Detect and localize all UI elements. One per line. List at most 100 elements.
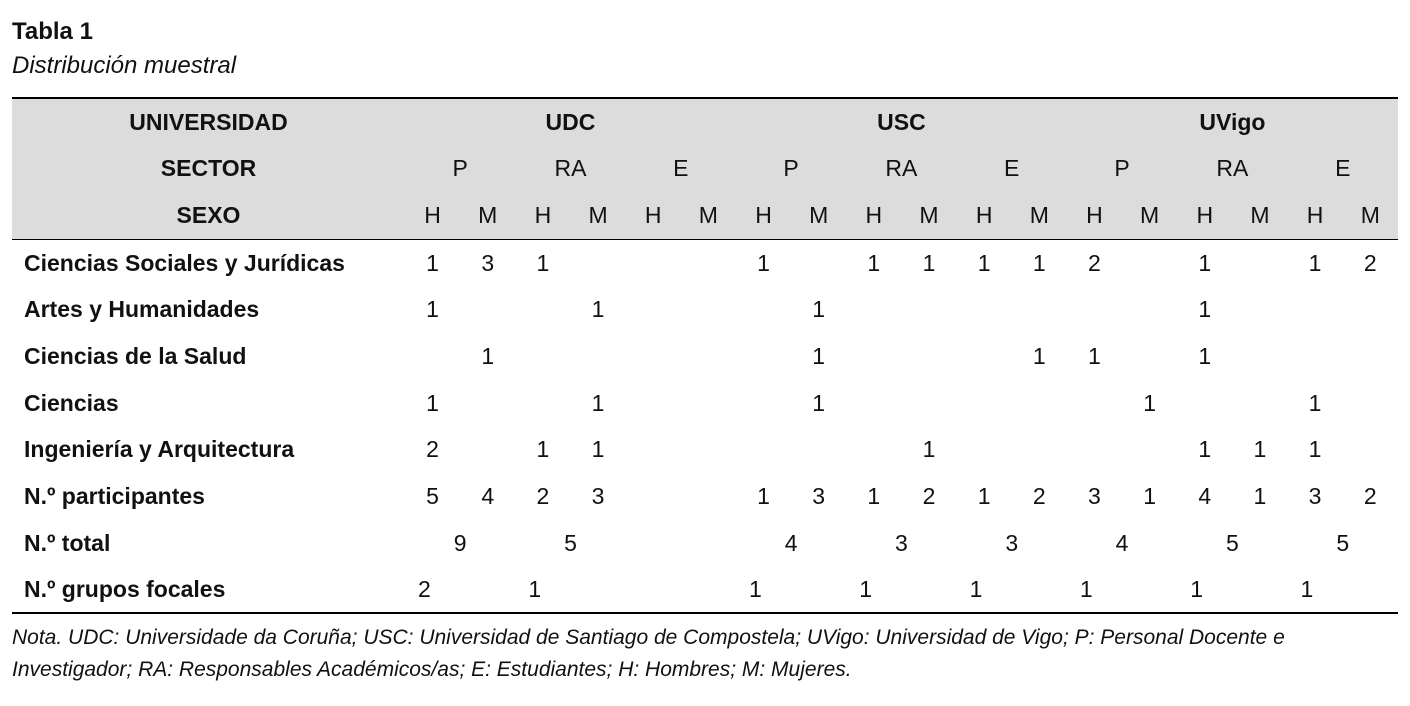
cell [846, 380, 901, 427]
cell: 4 [1198, 483, 1212, 510]
cell: 1 [426, 389, 439, 416]
cell [681, 333, 736, 380]
cell: UVigo [1199, 108, 1266, 135]
row-label: UNIVERSIDAD [129, 108, 288, 135]
cell [1122, 333, 1177, 380]
cell: RA [885, 155, 918, 182]
cell: M [1342, 192, 1398, 241]
table-subtitle: Distribución muestral [12, 52, 237, 79]
body-row: Ciencias Sociales y Jurídicas 1 3 1 1 1 1 1 1 2 1 1… [12, 240, 1398, 287]
cell: 3 [591, 483, 605, 510]
cell [515, 333, 570, 380]
cell [1177, 380, 1232, 427]
cell: 1 [757, 249, 770, 276]
cell: 2 [1032, 483, 1046, 510]
cell: 1 [859, 576, 873, 603]
cell: 2 [1363, 249, 1377, 276]
cell [460, 380, 515, 427]
cell: H [735, 192, 792, 241]
cell [1012, 380, 1067, 427]
cell: 5 [1225, 529, 1239, 556]
cell: H [846, 192, 902, 241]
cell: 5 [564, 529, 577, 556]
cell [1232, 333, 1287, 380]
cell [1343, 380, 1398, 427]
cell [901, 380, 956, 427]
table-title: Tabla 1 [12, 18, 93, 45]
cell [846, 333, 901, 380]
cell: 1 [922, 249, 936, 276]
cell: 2 [536, 483, 550, 510]
cell [626, 287, 681, 334]
cell: 1 [757, 483, 770, 510]
cell [626, 427, 681, 474]
cell: 1 [1190, 576, 1203, 603]
cell: 1 [1198, 436, 1212, 463]
cell [846, 427, 901, 474]
body-row: N.º grupos focales 2 1 1 1 1 1 1 1 [12, 567, 1398, 614]
cell [626, 333, 681, 380]
table-header: UNIVERSIDAD UDC USC UVigo SECTOR P RA E P RA E P RA E… [12, 98, 1398, 241]
cell [681, 240, 736, 287]
cell [736, 427, 791, 474]
cell: 1 [536, 436, 550, 463]
cell [1343, 333, 1398, 380]
cell [626, 567, 736, 614]
cell: 2 [1088, 249, 1101, 276]
cell: H [1287, 192, 1343, 241]
cell [1067, 380, 1122, 427]
cell: 3 [481, 249, 495, 276]
row-label: SEXO [12, 192, 405, 241]
cell: 3 [895, 529, 908, 556]
cell: 2 [426, 436, 439, 463]
cell: H [1177, 192, 1233, 241]
cell: 1 [1032, 249, 1046, 276]
cell [1012, 287, 1067, 334]
cell: 1 [426, 249, 439, 276]
cell: M [570, 192, 626, 241]
cell [515, 380, 570, 427]
cell: 1 [536, 249, 550, 276]
body-row: N.º total 9 5 4 3 3 4 5 5 [12, 520, 1398, 567]
cell [626, 380, 681, 427]
cell: 1 [1079, 576, 1093, 603]
cell: H [515, 192, 571, 241]
cell: 1 [591, 389, 605, 416]
cell: M [1011, 192, 1067, 241]
cell [791, 427, 846, 474]
cell: 1 [922, 436, 936, 463]
cell: 1 [591, 436, 605, 463]
cell: 1 [812, 389, 826, 416]
cell: 1 [591, 296, 605, 323]
cell: 1 [748, 576, 762, 603]
cell [1122, 240, 1177, 287]
cell: 5 [1336, 529, 1350, 556]
row-label: Ciencias [24, 389, 119, 416]
body-row: Artes y Humanidades 1 1 1 1 [12, 287, 1398, 334]
cell: USC [877, 108, 926, 135]
cell: RA [554, 155, 587, 182]
cell: 1 [1308, 389, 1322, 416]
cell [570, 333, 625, 380]
cell: 1 [1088, 343, 1101, 370]
cell [1232, 380, 1287, 427]
cell: 1 [1253, 483, 1267, 510]
body-row: Ingeniería y Arquitectura 2 1 1 1 1 1 1 [12, 427, 1398, 474]
cell: H [1066, 192, 1123, 241]
cell: 3 [1005, 529, 1019, 556]
cell: M [791, 192, 847, 241]
cell [846, 287, 901, 334]
cell [626, 520, 736, 567]
cell [626, 240, 681, 287]
cell [957, 333, 1012, 380]
cell: P [1114, 155, 1130, 182]
cell [736, 333, 791, 380]
cell [1232, 240, 1287, 287]
cell: 4 [1115, 529, 1129, 556]
cell [405, 333, 460, 380]
cell: 4 [481, 483, 495, 510]
cell: 1 [1143, 483, 1156, 510]
cell: 1 [1253, 436, 1267, 463]
cell: 1 [1308, 436, 1322, 463]
